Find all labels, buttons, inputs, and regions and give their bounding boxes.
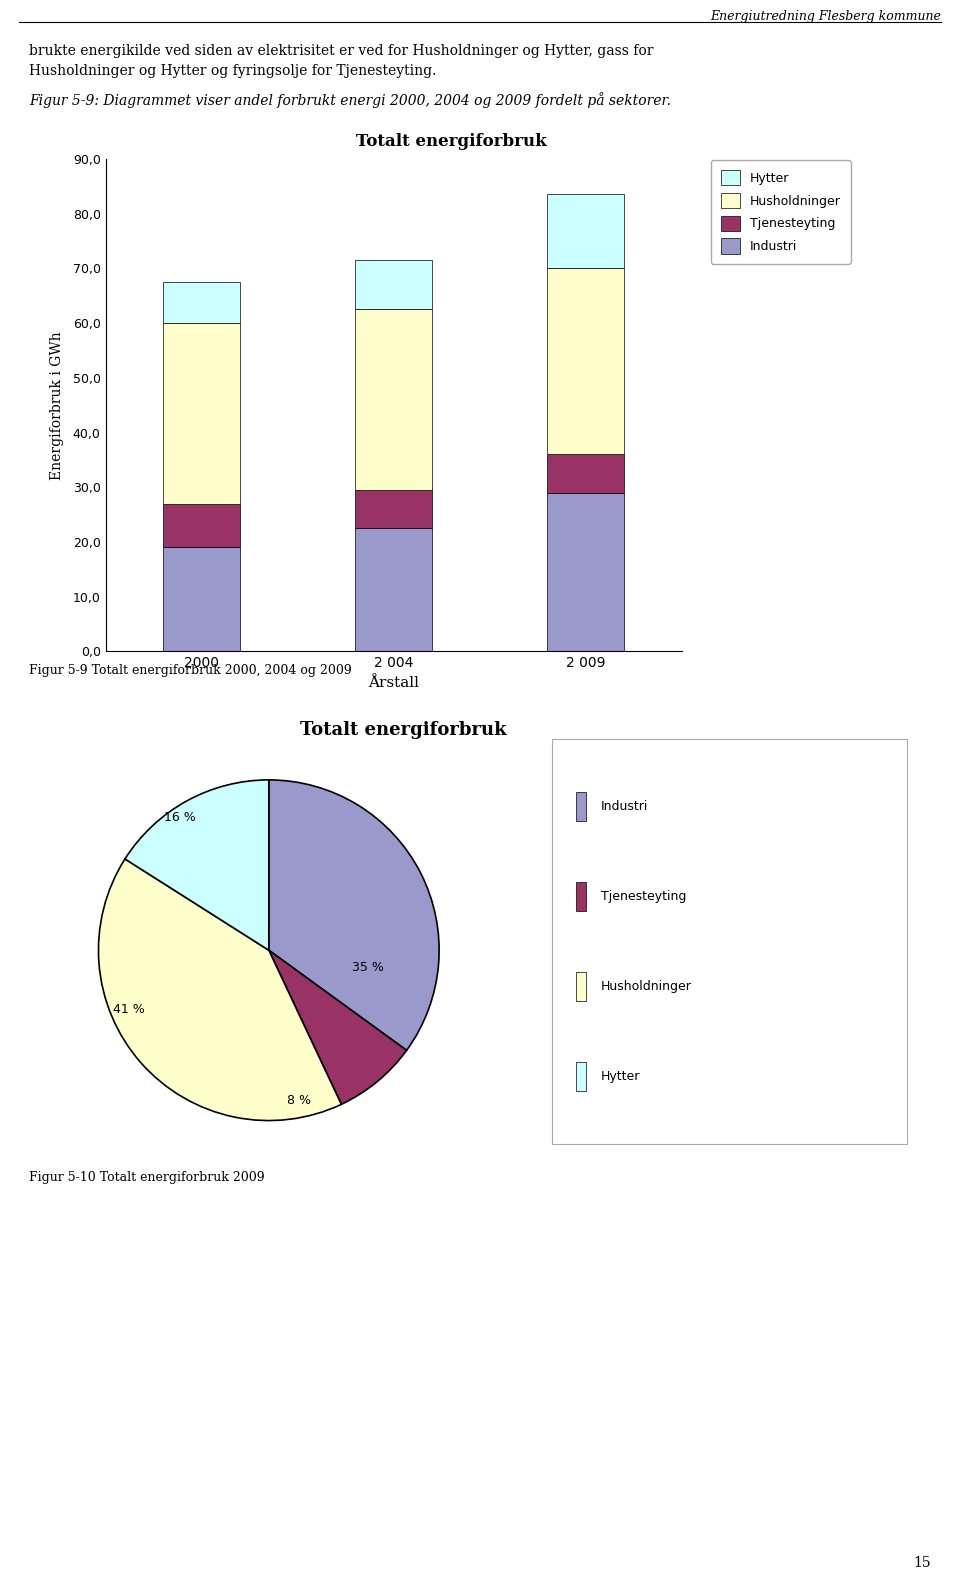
Bar: [355, 310, 432, 489]
Text: 35 %: 35 %: [351, 961, 384, 974]
Text: Figur 5-9 Totalt energiforbruk 2000, 2004 og 2009: Figur 5-9 Totalt energiforbruk 2000, 200…: [29, 664, 351, 677]
Bar: [163, 323, 240, 504]
Bar: [547, 493, 624, 651]
Text: Energiutredning Flesberg kommune: Energiutredning Flesberg kommune: [710, 10, 941, 24]
Text: Figur 5-9: Diagrammet viser andel forbrukt energi 2000, 2004 og 2009 fordelt på : Figur 5-9: Diagrammet viser andel forbru…: [29, 92, 671, 108]
Text: Hytter: Hytter: [601, 1069, 640, 1084]
Text: Totalt energiforbruk: Totalt energiforbruk: [356, 133, 546, 151]
Text: Figur 5-10 Totalt energiforbruk 2009: Figur 5-10 Totalt energiforbruk 2009: [29, 1171, 264, 1184]
Bar: [163, 283, 240, 323]
Wedge shape: [269, 950, 407, 1104]
Bar: [547, 194, 624, 269]
X-axis label: Årstall: Årstall: [368, 675, 420, 690]
Text: 41 %: 41 %: [113, 1003, 145, 1017]
Text: Industri: Industri: [601, 799, 648, 814]
Text: Husholdninger og Hytter og fyringsolje for Tjenesteyting.: Husholdninger og Hytter og fyringsolje f…: [29, 64, 436, 78]
Y-axis label: Energiforbruk i GWh: Energiforbruk i GWh: [51, 331, 64, 480]
Bar: [355, 528, 432, 651]
Bar: [547, 454, 624, 493]
Text: Tjenesteyting: Tjenesteyting: [601, 890, 686, 903]
Text: Totalt energiforbruk: Totalt energiforbruk: [300, 721, 507, 739]
Wedge shape: [125, 780, 269, 950]
Text: 15: 15: [914, 1556, 931, 1570]
Text: 8 %: 8 %: [287, 1093, 311, 1106]
Legend: Hytter, Husholdninger, Tjenesteyting, Industri: Hytter, Husholdninger, Tjenesteyting, In…: [711, 160, 851, 264]
Bar: [547, 269, 624, 454]
Text: Husholdninger: Husholdninger: [601, 980, 692, 993]
Wedge shape: [99, 860, 342, 1120]
Bar: [355, 261, 432, 310]
Text: brukte energikilde ved siden av elektrisitet er ved for Husholdninger og Hytter,: brukte energikilde ved siden av elektris…: [29, 44, 654, 59]
Bar: [163, 504, 240, 548]
Bar: [163, 548, 240, 651]
Text: 16 %: 16 %: [164, 810, 196, 823]
Bar: [355, 489, 432, 528]
Wedge shape: [269, 780, 439, 1050]
